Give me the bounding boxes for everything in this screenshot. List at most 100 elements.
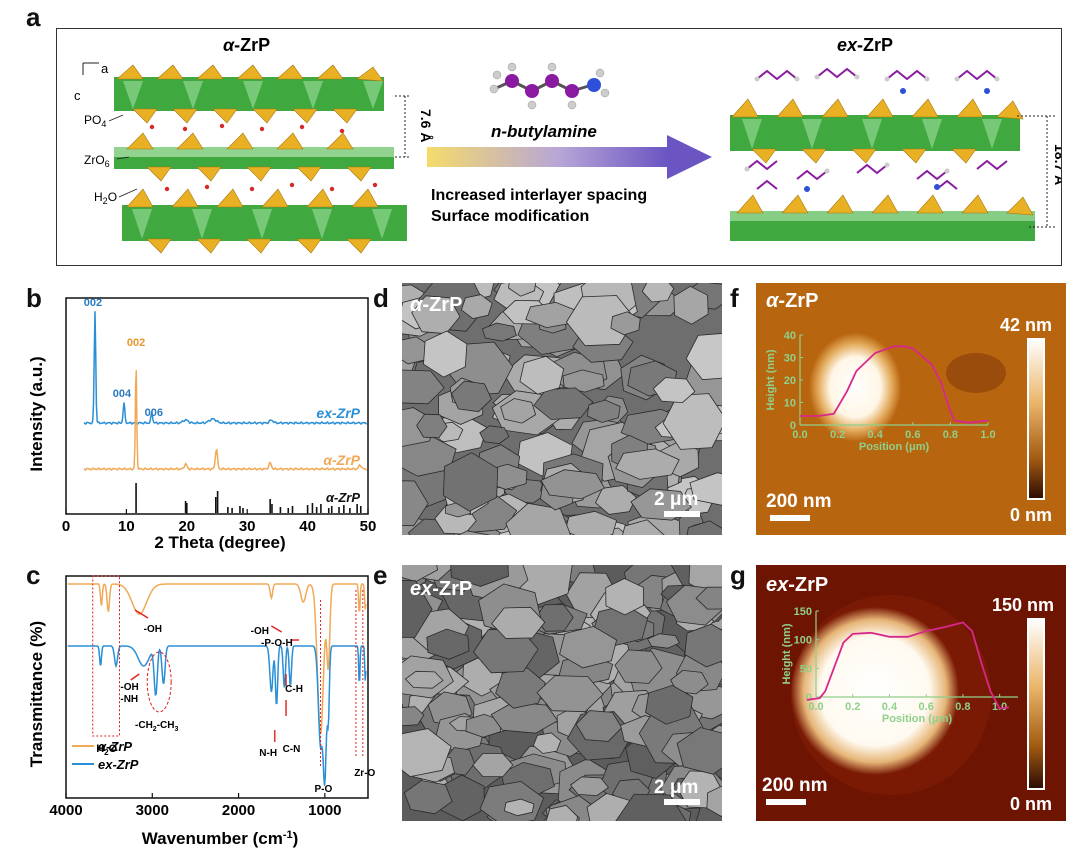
sem-flake (505, 502, 571, 535)
sem-flake (685, 333, 722, 381)
sem-flake (403, 780, 453, 815)
sem-flake (559, 625, 618, 669)
ftir-label-ch2ch3: -CH2-CH3 (135, 720, 178, 733)
sem-flake (645, 684, 694, 725)
sem-flake (652, 377, 696, 404)
afm-g-scale-min: 0 nm (1010, 794, 1052, 814)
panel-letter-g: g (730, 560, 746, 590)
afm-g-label: ex-ZrP (766, 574, 828, 596)
xrd-xtick-label: 10 (118, 518, 135, 535)
afm-f-profile-inset: 0.0 0.2 0.4 0.6 0.8 1.0 0 10 20 30 40 Position (μm)… (765, 330, 996, 453)
sem-flake (423, 330, 468, 378)
xrd-chart: 0 10 20 30 40 50002004006002ex-ZrPα-ZrPα-ZrP … (27, 297, 377, 552)
ftir-legend-alpha: α-ZrP (98, 739, 132, 754)
xrd-peak-label: 004 (113, 388, 132, 400)
xrd-frame (65, 297, 369, 515)
ftir-xtick-label: 4000 (49, 802, 82, 819)
afm-profile-line (800, 345, 989, 424)
afm-ytick-label: 30 (784, 353, 796, 365)
ex-zrp-title: ex-ZrP (837, 35, 893, 55)
xrd-series-label-ex: ex-ZrP (316, 405, 360, 421)
afm-ylabel: Height (nm) (781, 623, 793, 684)
ftir-series-alpha (67, 583, 367, 735)
afm-f-label: α-ZrP (766, 290, 818, 312)
sem-flake (614, 649, 663, 684)
sem-flake (491, 606, 546, 639)
ftir-h2o-box (92, 575, 120, 737)
afm-g-scale-max: 150 nm (992, 595, 1054, 615)
xrd-xtick-label: 40 (299, 518, 316, 535)
afm-xtick-label: 0.0 (808, 701, 823, 713)
xrd-peak-label: 002 (84, 297, 102, 309)
afm-f-scale-min: 0 nm (1010, 505, 1052, 525)
axis-c-label: c (74, 88, 81, 103)
afm-g-scalebar-label: 200 nm (762, 775, 827, 796)
xrd-ylabel: Intensity (a.u.) (27, 356, 46, 471)
sem-flake (569, 776, 609, 797)
sem-flake (676, 727, 722, 775)
xrd-series-alpha (83, 370, 367, 471)
sem-flake (508, 283, 536, 297)
ftir-label-poh: -P-O-H (261, 638, 293, 649)
ftir-annotation-arrow (130, 673, 140, 681)
panel-letter-f: f (730, 283, 739, 313)
ftir-ch-ellipse (146, 651, 172, 713)
xrd-series-label-alpha: α-ZrP (323, 452, 360, 468)
xrd-peak-label: 002 (127, 337, 145, 349)
sem-image-alpha: α-ZrP 2 μm (402, 283, 722, 535)
afm-xtick-label: 0.2 (845, 701, 860, 713)
afm-ytick-label: 20 (784, 375, 796, 387)
n-butylamine-molecule (489, 62, 610, 110)
sem-flake (673, 285, 709, 325)
ftir-frame (65, 575, 369, 799)
sem-flake (402, 728, 452, 778)
xrd-xlabel: 2 Theta (degree) (154, 533, 285, 552)
ftir-ylabel: Transmittance (%) (27, 621, 46, 767)
afm-ytick-label: 10 (784, 398, 796, 410)
panel-letter-d: d (373, 283, 389, 313)
afm-xtick-label: 0.4 (868, 429, 884, 441)
amine-hydrogens (744, 74, 1000, 174)
xrd-series-label-ref: α-ZrP (326, 490, 360, 505)
arrow-caption-line2: Surface modification (431, 208, 589, 225)
sem-d-scalebar (664, 511, 700, 517)
ftir-chart: 4000 3000 2000 1000-OH -OH-P-O-HH2O-OH-NH-CH… (27, 575, 376, 848)
left-spacing-marker (395, 95, 411, 158)
afm-xtick-label: 1.0 (980, 429, 995, 441)
sem-flake (519, 355, 565, 395)
sem-flake (586, 399, 621, 423)
afm-xtick-label: 0.4 (882, 701, 898, 713)
afm-ytick-label: 100 (794, 635, 812, 647)
ftir-legend-ex: ex-ZrP (98, 757, 139, 772)
ftir-label-cn: C-N (283, 744, 301, 755)
afm-f-scalebar-label: 200 nm (766, 491, 831, 512)
sem-flake (684, 623, 722, 668)
alpha-zrp-layer-top (114, 64, 384, 124)
sem-flake (686, 520, 722, 535)
sem-flake (473, 628, 539, 674)
sem-flake (500, 398, 537, 424)
sem-flake (404, 670, 444, 689)
sem-d-label: α-ZrP (410, 294, 462, 316)
ftir-xtick-label: 3000 (136, 802, 169, 819)
afm-ytick-label: 40 (784, 330, 796, 342)
sem-flake (595, 485, 637, 515)
sem-flake (443, 452, 499, 512)
panel-letter-c: c (26, 560, 41, 590)
ex-zrp-layer-bottom (730, 194, 1035, 241)
xrd-peak-label: 006 (145, 407, 163, 419)
sem-flake (647, 633, 681, 649)
sem-flake (479, 425, 510, 445)
afm-xlabel: Position (μm) (859, 441, 930, 453)
sem-d-scalebar-label: 2 μm (654, 489, 698, 510)
afm-ytick-label: 150 (794, 606, 812, 618)
ftir-label-po: P-O (315, 784, 333, 795)
xrd-xtick-label: 0 (62, 518, 70, 535)
xrd-plot-area: 0 10 20 30 40 50 002 004 006 002 ex-ZrP α-ZrP α-ZrP (62, 297, 377, 535)
panel-letter-e: e (373, 560, 388, 590)
ftir-label-zro: Zr-O (354, 768, 375, 779)
xrd-xtick-label: 30 (239, 518, 256, 535)
sem-flake (536, 675, 604, 713)
alpha-zrp-title: α-ZrP (223, 35, 270, 55)
